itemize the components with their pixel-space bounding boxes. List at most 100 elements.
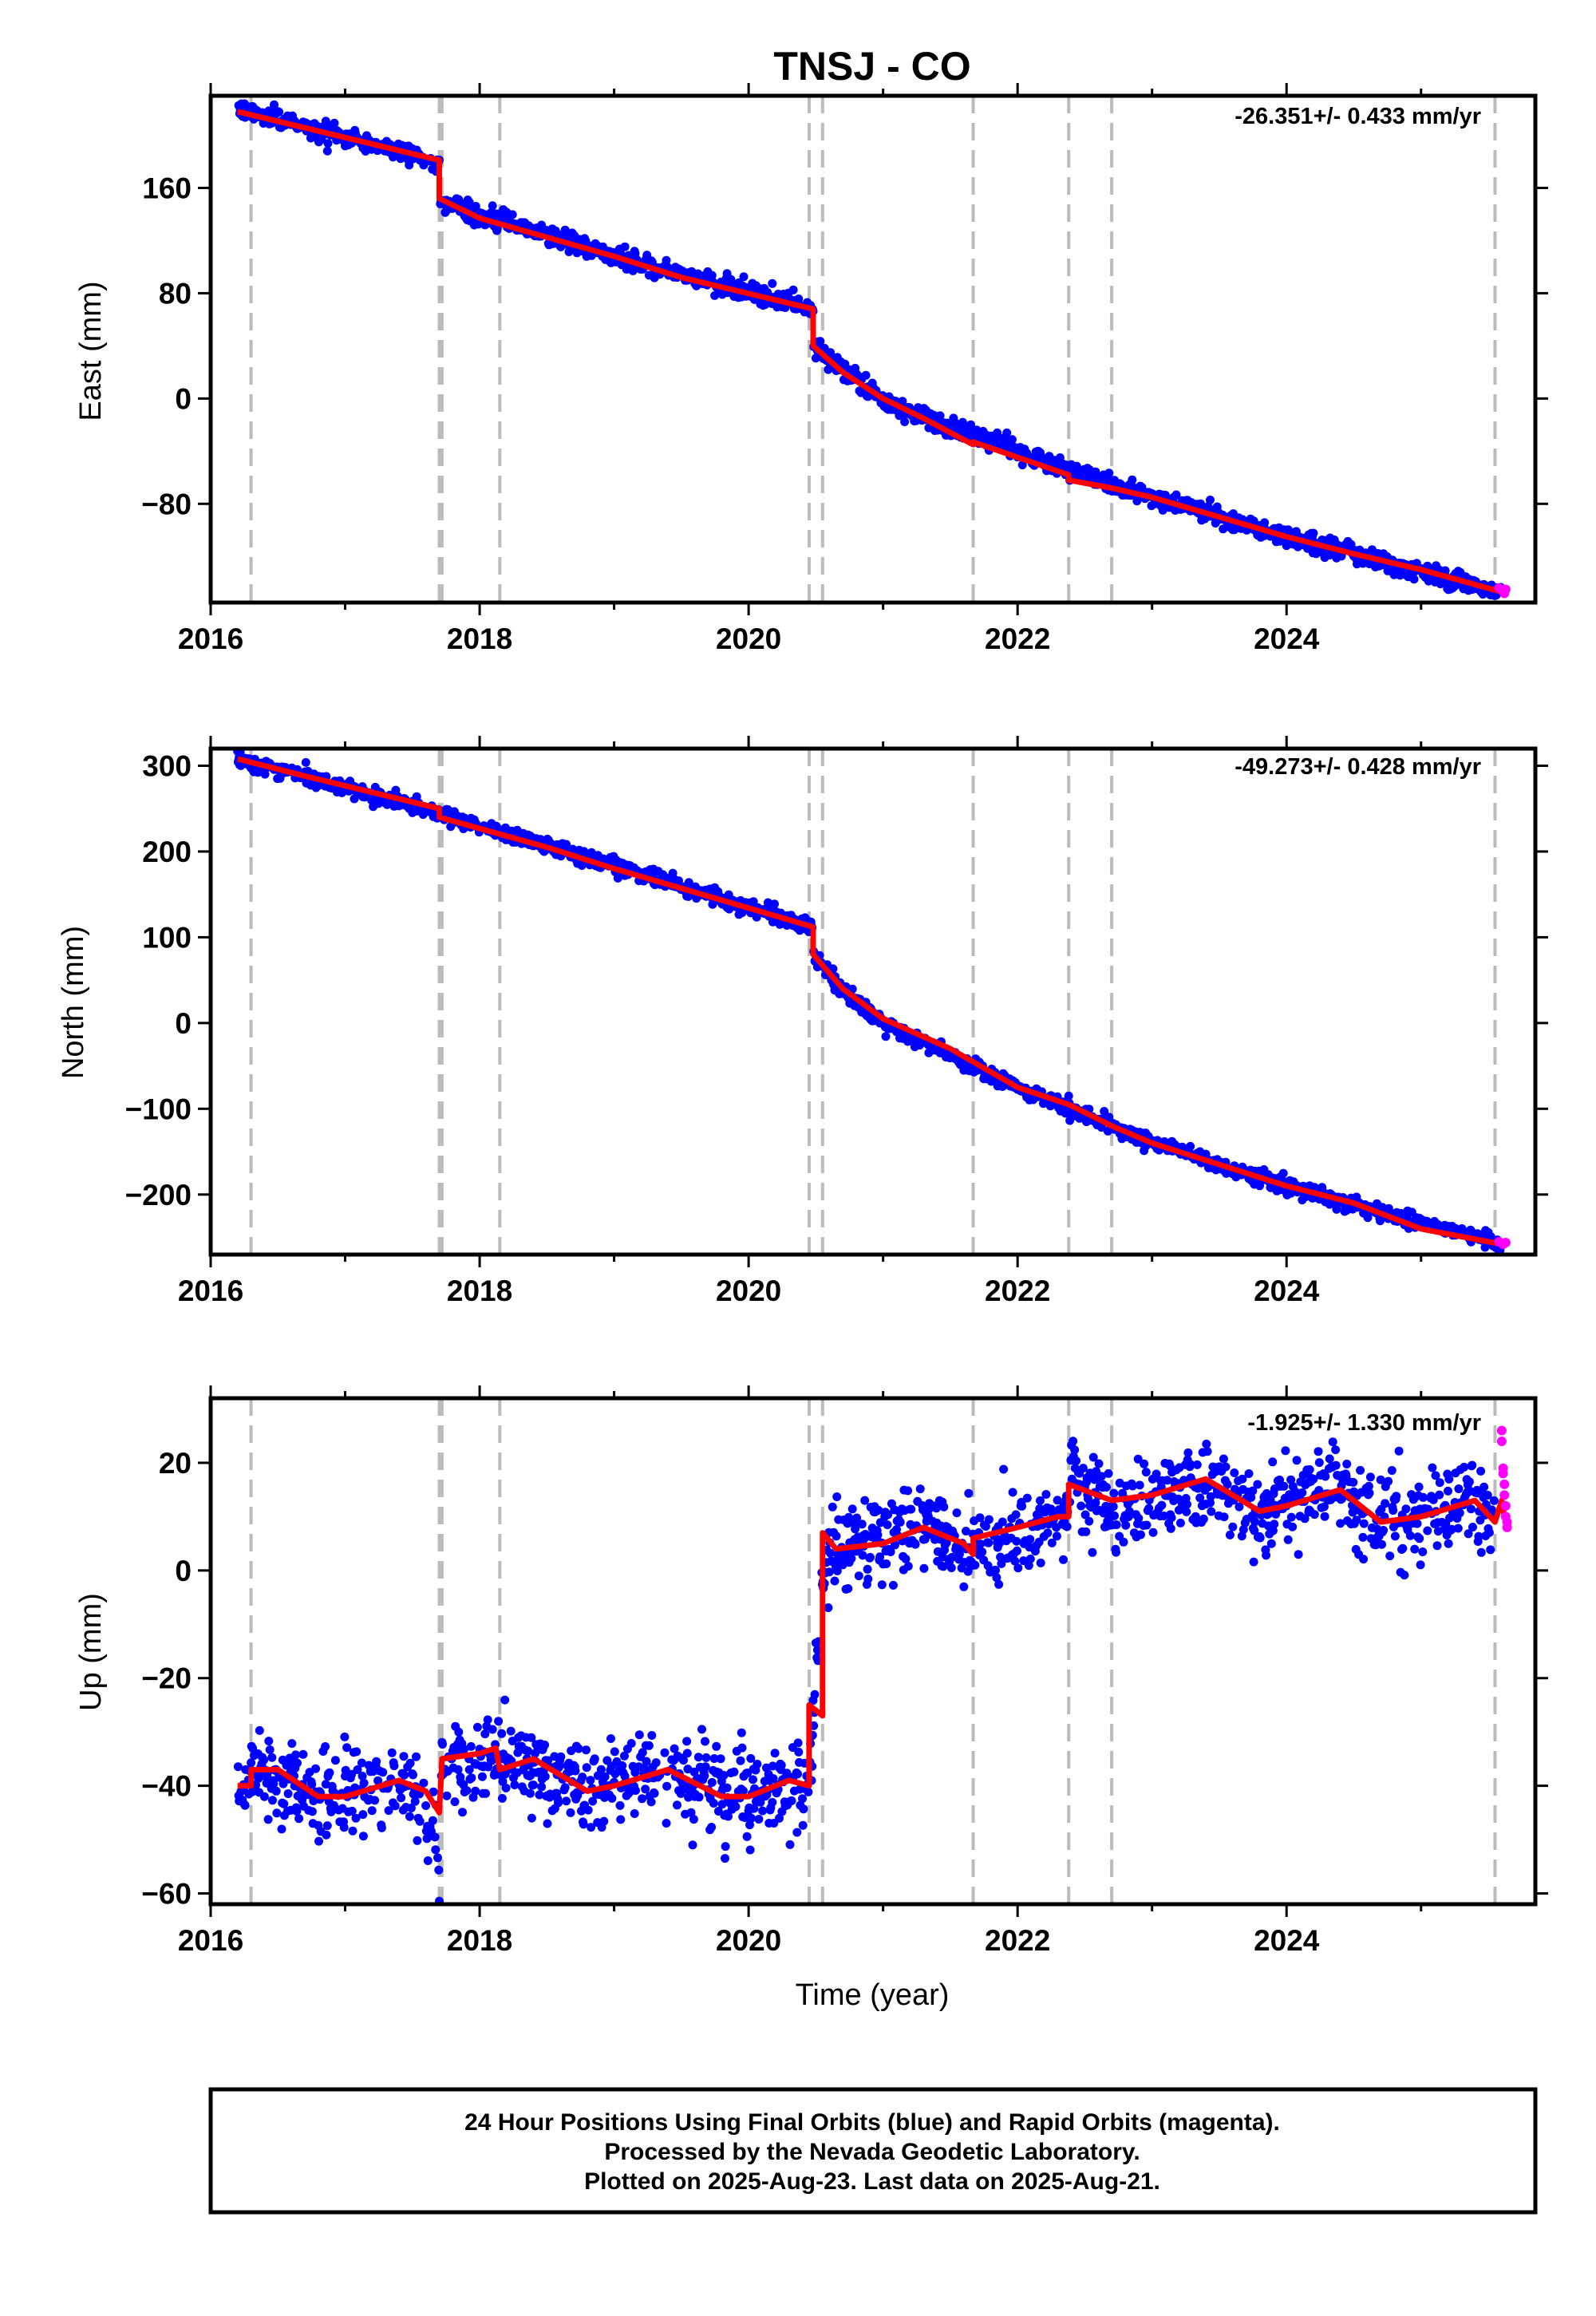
up-final-orbit-point <box>347 1769 357 1779</box>
up-final-orbit-point <box>863 1564 872 1574</box>
up-final-orbit-point <box>1365 1472 1375 1482</box>
up-final-orbit-point <box>1165 1460 1175 1470</box>
up-final-orbit-point <box>537 1782 547 1792</box>
east-rapid-orbit-point <box>1500 584 1511 595</box>
up-final-orbit-point <box>804 1787 813 1796</box>
up-final-orbit-point <box>1279 1481 1289 1491</box>
east-final-orbit-point <box>662 255 671 265</box>
up-final-orbit-point <box>798 1820 808 1830</box>
up-final-orbit-point <box>724 1812 733 1821</box>
up-final-orbit-point <box>358 1810 368 1820</box>
up-final-orbit-point <box>291 1750 300 1760</box>
up-final-orbit-point <box>247 1758 256 1768</box>
up-final-orbit-point <box>1464 1477 1474 1487</box>
up-final-orbit-point <box>1219 1512 1229 1522</box>
up-final-orbit-point <box>996 1552 1005 1562</box>
up-final-orbit-point <box>1286 1512 1296 1522</box>
north-x-tick-label: 2020 <box>716 1275 781 1307</box>
up-final-orbit-point <box>1460 1462 1469 1472</box>
up-final-orbit-point <box>1238 1474 1247 1484</box>
up-final-orbit-point <box>1283 1535 1293 1544</box>
up-final-orbit-point <box>1356 1465 1365 1475</box>
up-final-orbit-point <box>582 1763 591 1773</box>
up-final-orbit-point <box>962 1527 970 1535</box>
up-final-orbit-point <box>832 1531 841 1541</box>
up-final-orbit-point <box>1109 1488 1119 1498</box>
up-final-orbit-point <box>325 1768 334 1777</box>
up-final-orbit-point <box>1013 1546 1021 1555</box>
east-final-orbit-point <box>508 210 517 219</box>
east-final-orbit-point <box>1171 490 1181 500</box>
up-final-orbit-point <box>1455 1508 1464 1518</box>
up-final-orbit-point <box>1011 1510 1021 1520</box>
up-final-orbit-point <box>994 1579 1004 1589</box>
up-final-orbit-point <box>793 1769 802 1779</box>
up-final-orbit-point <box>358 1772 367 1780</box>
east-y-tick-label: −80 <box>141 488 192 520</box>
up-final-orbit-point <box>1133 1454 1143 1464</box>
up-final-orbit-point <box>1319 1502 1329 1512</box>
north-x-tick-label: 2022 <box>985 1275 1050 1307</box>
east-x-tick-label: 2018 <box>447 622 512 655</box>
east-axis-label: East (mm) <box>74 281 108 421</box>
up-final-orbit-point <box>1377 1539 1386 1549</box>
east-model-fit-line <box>236 109 1503 595</box>
up-final-orbit-point <box>501 1783 511 1792</box>
up-final-orbit-point <box>651 1758 661 1768</box>
up-final-orbit-point <box>1025 1554 1035 1563</box>
up-final-orbit-point <box>294 1814 304 1824</box>
up-final-orbit-point <box>768 1797 777 1807</box>
up-final-orbit-point <box>749 1775 757 1784</box>
up-final-orbit-point <box>682 1737 692 1746</box>
footer-frame <box>208 2087 1538 2215</box>
up-final-orbit-point <box>1110 1511 1119 1520</box>
up-final-orbit-point <box>1221 1462 1231 1472</box>
east-final-orbit-point <box>1409 575 1419 584</box>
up-final-orbit-point <box>464 1765 474 1774</box>
up-final-orbit-point <box>1235 1502 1244 1512</box>
up-final-orbit-point <box>737 1743 747 1753</box>
up-final-orbit-point <box>915 1484 925 1494</box>
up-final-orbit-point <box>419 1778 429 1788</box>
up-final-orbit-point <box>717 1800 727 1809</box>
east-final-orbit-point <box>1007 435 1017 445</box>
up-final-orbit-point <box>307 1807 317 1816</box>
east-final-orbit-point <box>1206 496 1215 504</box>
up-final-orbit-point <box>590 1754 599 1764</box>
up-final-orbit-point <box>1094 1459 1104 1468</box>
up-final-orbit-point <box>500 1769 510 1779</box>
east-final-orbit-point <box>1128 475 1137 484</box>
up-final-orbit-point <box>1008 1488 1017 1497</box>
up-final-orbit-point <box>1183 1500 1191 1509</box>
up-final-orbit-point <box>991 1566 1000 1575</box>
up-final-orbit-point <box>863 1575 873 1583</box>
up-final-orbit-point <box>888 1580 898 1590</box>
up-final-orbit-point <box>851 1524 860 1534</box>
up-final-orbit-point <box>824 1567 834 1577</box>
up-final-orbit-point <box>540 1741 550 1749</box>
up-final-orbit-point <box>1203 1447 1212 1456</box>
up-final-orbit-point <box>1309 1474 1318 1484</box>
up-final-orbit-point <box>952 1508 962 1518</box>
up-final-orbit-point <box>442 1791 452 1800</box>
up-final-orbit-point <box>1183 1448 1193 1457</box>
up-final-orbit-point <box>462 1786 472 1796</box>
up-final-orbit-point <box>400 1770 409 1780</box>
up-final-orbit-point <box>721 1854 729 1863</box>
up-final-orbit-point <box>1144 1504 1154 1513</box>
up-final-orbit-point <box>1314 1447 1323 1456</box>
up-final-orbit-point <box>1191 1512 1200 1521</box>
up-final-orbit-point <box>510 1780 519 1789</box>
up-final-orbit-point <box>330 1756 340 1765</box>
up-final-orbit-point <box>642 1757 651 1766</box>
up-final-orbit-point <box>1140 1459 1149 1468</box>
up-final-orbit-point <box>1268 1526 1278 1535</box>
up-final-orbit-point <box>586 1776 595 1785</box>
up-final-orbit-point <box>267 1753 277 1762</box>
up-final-orbit-point <box>500 1695 510 1705</box>
up-final-orbit-point <box>1192 1460 1202 1469</box>
up-final-orbit-point <box>832 1492 842 1501</box>
up-final-orbit-point <box>429 1787 438 1796</box>
up-final-orbit-point <box>471 1786 480 1796</box>
up-final-orbit-point <box>626 1739 636 1748</box>
